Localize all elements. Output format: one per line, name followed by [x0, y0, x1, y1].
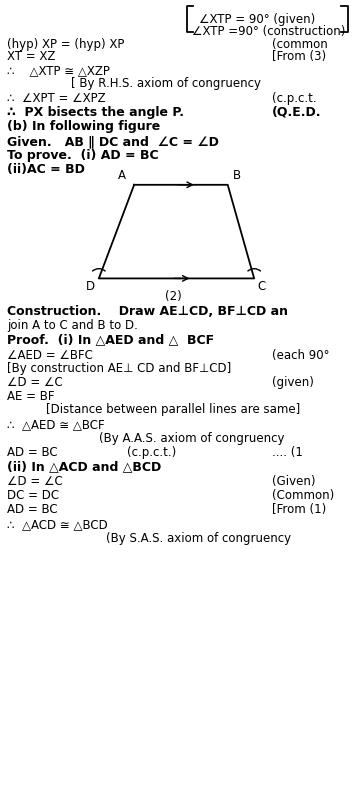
Text: C: C	[258, 280, 266, 293]
Text: (By A.A.S. axiom of congruency: (By A.A.S. axiom of congruency	[99, 432, 284, 445]
Text: (ii) In △ACD and △BCD: (ii) In △ACD and △BCD	[7, 460, 161, 473]
Text: D: D	[85, 280, 95, 293]
Text: ∴    △XTP ≅ △XZP: ∴ △XTP ≅ △XZP	[7, 65, 110, 77]
Text: join A to C and B to D.: join A to C and B to D.	[7, 319, 138, 332]
Text: (By S.A.S. axiom of congruency: (By S.A.S. axiom of congruency	[106, 532, 291, 545]
Text: Proof.  (i) In △AED and △  BCF: Proof. (i) In △AED and △ BCF	[7, 333, 214, 346]
Text: (Q.E.D.: (Q.E.D.	[272, 106, 321, 119]
Text: (c.p.c.t.): (c.p.c.t.)	[127, 446, 176, 459]
Text: AE = BF: AE = BF	[7, 390, 55, 403]
Text: (each 90°: (each 90°	[272, 349, 329, 362]
Text: (hyp) XP = (hyp) XP: (hyp) XP = (hyp) XP	[7, 38, 125, 51]
Text: [By construction AE⊥ CD and BF⊥CD]: [By construction AE⊥ CD and BF⊥CD]	[7, 362, 231, 375]
Text: Given.   AB ∥ DC and  ∠C = ∠D: Given. AB ∥ DC and ∠C = ∠D	[7, 136, 219, 148]
Text: (b) In following figure: (b) In following figure	[7, 120, 160, 133]
Text: (2): (2)	[165, 290, 182, 303]
Text: AD = BC: AD = BC	[7, 503, 58, 516]
Text: (ii)AC = BD: (ii)AC = BD	[7, 163, 85, 176]
Text: (given): (given)	[272, 376, 314, 389]
Text: ∴  PX bisects the angle P.: ∴ PX bisects the angle P.	[7, 106, 184, 119]
Text: .... (1: .... (1	[272, 446, 303, 459]
Text: To prove.  (i) AD = BC: To prove. (i) AD = BC	[7, 149, 159, 162]
Text: [From (1): [From (1)	[272, 503, 326, 516]
Text: ∠D = ∠C: ∠D = ∠C	[7, 376, 63, 389]
Text: (Given): (Given)	[272, 475, 315, 488]
Text: (common: (common	[272, 38, 328, 51]
Text: ∴  △AED ≅ △BCF: ∴ △AED ≅ △BCF	[7, 418, 105, 431]
Text: (c.p.c.t.: (c.p.c.t.	[272, 92, 316, 105]
Text: [Distance between parallel lines are same]: [Distance between parallel lines are sam…	[46, 404, 300, 416]
Text: ∠XTP =90° (construction): ∠XTP =90° (construction)	[192, 25, 346, 38]
Text: [From (3): [From (3)	[272, 50, 326, 63]
Text: ∠XTP = 90° (given): ∠XTP = 90° (given)	[199, 13, 316, 26]
Text: (Common): (Common)	[272, 489, 334, 502]
Text: AD = BC: AD = BC	[7, 446, 58, 459]
Text: ∠AED = ∠BFC: ∠AED = ∠BFC	[7, 349, 93, 362]
Text: Construction.    Draw AE⊥CD, BF⊥CD an: Construction. Draw AE⊥CD, BF⊥CD an	[7, 305, 288, 318]
Text: [ By R.H.S. axiom of congruency: [ By R.H.S. axiom of congruency	[71, 77, 261, 90]
Text: ∴  ∠XPT = ∠XPZ: ∴ ∠XPT = ∠XPZ	[7, 92, 106, 105]
Text: B: B	[233, 169, 241, 182]
Text: ∴  △ACD ≅ △BCD: ∴ △ACD ≅ △BCD	[7, 518, 108, 531]
Text: A: A	[118, 169, 126, 182]
Text: DC = DC: DC = DC	[7, 489, 59, 502]
Text: XT = XZ: XT = XZ	[7, 50, 55, 63]
Text: ∠D = ∠C: ∠D = ∠C	[7, 475, 63, 488]
